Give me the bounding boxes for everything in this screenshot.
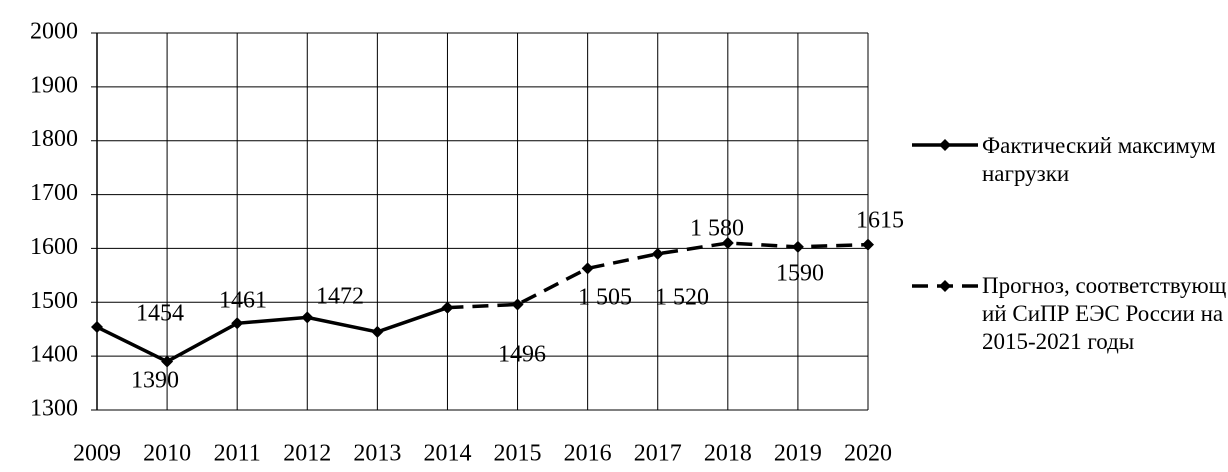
- x-tick-label: 2019: [774, 441, 822, 467]
- x-tick-label: 2015: [494, 441, 542, 467]
- y-tick-label: 1400: [30, 342, 78, 368]
- y-tick-label: 1300: [30, 396, 78, 422]
- annotation: 1454: [136, 301, 184, 327]
- legend-marker: [939, 280, 951, 292]
- x-tick-label: 2020: [844, 441, 892, 467]
- marker: [231, 317, 244, 330]
- marker: [91, 321, 103, 334]
- marker: [862, 238, 874, 251]
- marker: [371, 325, 384, 338]
- legend-label: Фактический максимум нагрузки: [982, 133, 1216, 186]
- legend-marker: [939, 139, 951, 151]
- marker: [581, 262, 594, 275]
- annotation: 1390: [131, 368, 179, 394]
- annotation: 1 580: [690, 216, 744, 242]
- y-tick-label: 1800: [30, 126, 78, 152]
- x-tick-label: 2017: [634, 441, 682, 467]
- legend-label: Прогноз, соответствующий СиПР ЕЭС России…: [982, 273, 1227, 354]
- x-tick-label: 2013: [353, 441, 401, 467]
- marker: [301, 311, 314, 324]
- annotation: 1472: [316, 284, 364, 310]
- x-tick-label: 2012: [283, 441, 331, 467]
- annotation: 1 520: [655, 285, 709, 311]
- y-tick-label: 1700: [30, 180, 78, 206]
- x-tick-label: 2009: [73, 441, 121, 467]
- x-tick-label: 2011: [214, 441, 261, 467]
- annotation: 1615: [856, 208, 904, 234]
- y-tick-label: 1600: [30, 234, 78, 260]
- y-tick-label: 1500: [30, 288, 78, 314]
- marker: [511, 298, 524, 311]
- marker: [651, 247, 664, 260]
- y-tick-label: 2000: [30, 19, 78, 45]
- annotation: 1590: [776, 261, 824, 287]
- x-tick-label: 2010: [143, 441, 191, 467]
- x-tick-label: 2018: [704, 441, 752, 467]
- x-tick-label: 2014: [423, 441, 471, 467]
- y-tick-label: 1900: [30, 72, 78, 98]
- marker: [721, 237, 734, 250]
- marker: [791, 240, 804, 253]
- annotation: 1 505: [578, 285, 632, 311]
- annotation: 1496: [498, 342, 546, 368]
- annotation: 1461: [219, 288, 267, 314]
- marker: [441, 301, 454, 314]
- x-tick-label: 2016: [564, 441, 612, 467]
- line-series: [96, 306, 449, 364]
- marker: [161, 355, 174, 368]
